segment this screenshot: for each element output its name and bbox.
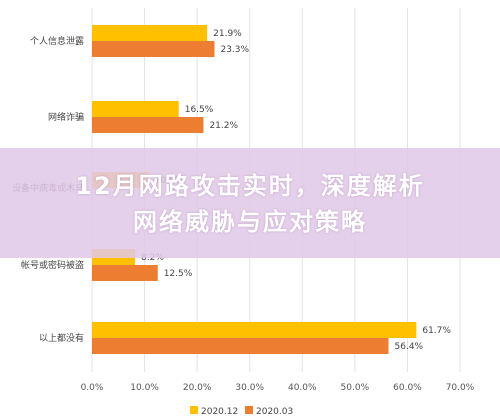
category-label: 以上都没有 [39, 332, 84, 344]
bar-2020.03-3 [92, 265, 158, 281]
x-tick-label: 60.0% [393, 383, 422, 393]
data-label: 21.2% [209, 121, 238, 131]
x-tick-label: 10.0% [130, 383, 159, 393]
category-label: 帐号或密码被盗 [21, 259, 84, 271]
category-label: 个人信息泄露 [30, 35, 84, 47]
bar-2020.03-4 [92, 338, 389, 354]
legend-swatch-2020.03 [245, 406, 253, 414]
bar-2020.03-1 [92, 117, 204, 133]
x-tick-label: 20.0% [183, 383, 212, 393]
x-tick-label: 30.0% [235, 383, 264, 393]
headline-line-1: 12月网路攻击实时，深度解析 [75, 172, 425, 200]
data-label: 56.4% [395, 342, 424, 352]
headline: 12月网路攻击实时，深度解析 网络威胁与应对策略 [0, 168, 500, 240]
legend-swatch-2020.12 [190, 406, 198, 414]
legend: 2020.12 2020.03 [190, 406, 293, 417]
data-label: 8.2% [141, 253, 164, 263]
headline-line-2: 网络威胁与应对策略 [133, 208, 367, 236]
x-tick-label: 0.0% [81, 383, 104, 393]
category-label: 网络诈骗 [48, 111, 84, 123]
bar-2020.12-1 [92, 101, 179, 117]
x-tick-label: 50.0% [341, 383, 370, 393]
title-banner [0, 148, 500, 258]
legend-label: 2020.12 [201, 407, 238, 417]
data-label: 61.7% [422, 326, 451, 336]
data-label: 12.5% [164, 269, 193, 279]
bar-2020.12-0 [92, 25, 208, 41]
x-tick-label: 40.0% [288, 383, 317, 393]
legend-label: 2020.03 [256, 407, 293, 417]
bar-2020.03-0 [92, 41, 215, 57]
data-label: 23.3% [220, 45, 249, 55]
data-label: 16.5% [185, 105, 214, 115]
x-tick-label: 70.0% [446, 383, 475, 393]
data-label: 21.9% [213, 29, 242, 39]
bar-2020.12-4 [92, 322, 417, 338]
